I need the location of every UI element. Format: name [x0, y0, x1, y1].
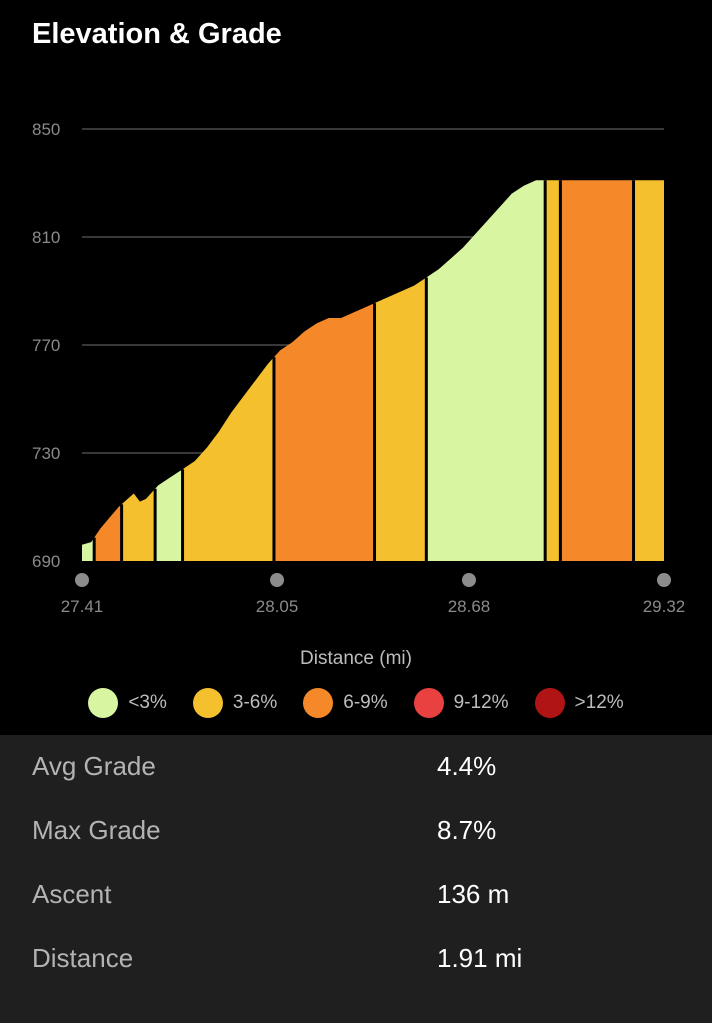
- stat-row-avg-grade: Avg Grade 4.4%: [0, 735, 712, 799]
- x-tick-label: 27.41: [61, 597, 104, 616]
- legend-item: >12%: [534, 688, 624, 718]
- x-axis-label: Distance (mi): [300, 648, 412, 669]
- legend-item: 3-6%: [192, 688, 278, 718]
- stat-value: 136 m: [437, 879, 510, 909]
- legend-label: 6-9%: [343, 692, 388, 713]
- x-tick-label: 28.68: [448, 597, 491, 616]
- stat-value: 1.91 mi: [437, 943, 523, 973]
- x-tick-dot: [270, 573, 285, 587]
- grade-segment: [155, 469, 183, 561]
- x-tick-label: 28.05: [256, 597, 299, 616]
- legend-label: >12%: [574, 692, 624, 713]
- stat-value: 8.7%: [437, 815, 497, 845]
- legend-swatch: [413, 688, 444, 718]
- grade-segment: [121, 488, 156, 561]
- legend-label: 3-6%: [232, 692, 278, 713]
- x-tick-dot: [657, 573, 671, 587]
- elevation-chart: 850 810 770 730 690 27.41 28.05 28.68 29.32: [32, 120, 686, 616]
- stat-row-ascent: Ascent 136 m: [0, 863, 712, 927]
- grade-segment: [82, 537, 95, 561]
- grade-segment: [94, 504, 122, 561]
- stat-label: Ascent: [32, 879, 112, 909]
- grade-segment: [560, 180, 634, 562]
- y-tick-label: 770: [32, 336, 60, 355]
- legend-item: 6-9%: [303, 688, 388, 718]
- stat-value: 4.4%: [437, 751, 497, 781]
- y-tick-label: 690: [32, 552, 60, 571]
- legend-swatch: [303, 688, 334, 718]
- grade-segment: [273, 303, 375, 561]
- legend-label: <3%: [128, 692, 167, 713]
- stat-row-max-grade: Max Grade 8.7%: [0, 799, 712, 863]
- x-tick-label: 29.32: [643, 597, 686, 616]
- legend-swatch: [88, 688, 119, 718]
- legend-item: 9-12%: [413, 688, 509, 718]
- legend-item: <3%: [88, 688, 167, 718]
- grade-segment: [545, 180, 561, 562]
- stat-label: Avg Grade: [32, 751, 156, 781]
- legend-swatch: [534, 688, 565, 718]
- y-tick-label: 730: [32, 444, 60, 463]
- x-tick-dot: [75, 573, 89, 587]
- grade-segment: [633, 180, 664, 562]
- legend-swatch: [192, 688, 223, 718]
- legend-label: 9-12%: [453, 692, 509, 713]
- grade-legend: <3% 3-6% 6-9% 9-12% >12%: [0, 686, 712, 720]
- stat-label: Max Grade: [32, 815, 161, 845]
- x-tick-dot: [461, 573, 476, 587]
- stat-row-distance: Distance 1.91 mi: [0, 927, 712, 991]
- grade-segment: [182, 357, 274, 561]
- y-tick-label: 850: [32, 120, 60, 139]
- stats-panel: Avg Grade 4.4% Max Grade 8.7% Ascent 136…: [0, 735, 712, 1023]
- grade-segment: [374, 277, 427, 561]
- page-title: Elevation & Grade: [32, 18, 282, 50]
- y-tick-label: 810: [32, 228, 60, 247]
- stat-label: Distance: [32, 943, 134, 973]
- grade-segment: [426, 180, 546, 562]
